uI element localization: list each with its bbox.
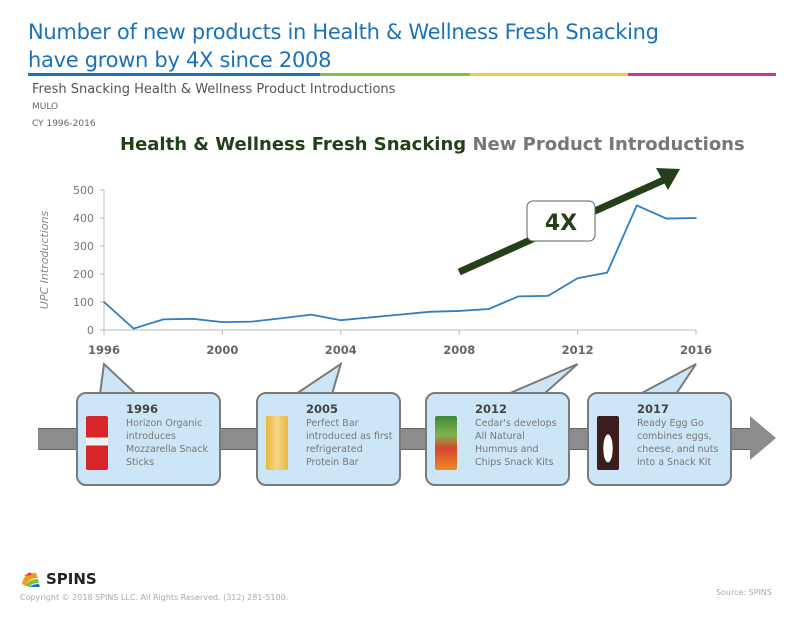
data-point	[547, 295, 549, 297]
card-year: 1996	[126, 402, 159, 416]
data-point	[369, 316, 372, 319]
x-tick-label: 2008	[443, 343, 475, 357]
logo-text: SPINS	[46, 570, 97, 588]
data-point	[695, 217, 697, 219]
callout-pointer	[507, 363, 579, 395]
data-point	[428, 311, 431, 313]
y-tick-label: 300	[73, 240, 94, 253]
card-description: Cedar's develops All Natural Hummus and …	[475, 418, 557, 468]
card-year: 2017	[637, 402, 670, 416]
data-point	[221, 321, 224, 323]
timeline-card: 1996 Horizon Organic introduces Mozzarell…	[76, 392, 221, 486]
growth-badge	[526, 200, 596, 242]
title-rule-blue	[28, 73, 320, 76]
title-rule-yellow	[470, 73, 628, 76]
data-point	[576, 277, 579, 280]
chart-subtitle: Fresh Snacking Health & Wellness Product…	[32, 82, 396, 97]
data-point	[192, 318, 194, 320]
spins-logo: SPINS	[20, 570, 97, 588]
product-image	[435, 416, 457, 470]
product-image	[597, 416, 619, 470]
slide-title: Number of new products in Health & Welln…	[28, 18, 659, 74]
spins-logo-icon	[22, 572, 40, 587]
y-axis-label: UPC Introductions	[38, 211, 51, 310]
data-point	[310, 313, 313, 316]
period-label: CY 1996-2016	[32, 119, 96, 129]
card-description: Ready Egg Go combines eggs, cheese, and …	[637, 418, 719, 468]
chart-title-rest: New Product Introductions	[472, 134, 745, 155]
timeline-card: 2017 Ready Egg Go combines eggs, cheese, …	[587, 392, 732, 486]
callout-pointer	[98, 361, 139, 395]
data-point	[517, 295, 520, 298]
card-description: Perfect Bar introduced as first refriger…	[306, 418, 393, 468]
x-tick-label: 2004	[325, 343, 357, 357]
data-point	[162, 318, 164, 321]
product-image	[266, 416, 288, 470]
callout-pointer	[639, 363, 697, 395]
data-point	[636, 204, 638, 207]
copyright: Copyright © 2018 SPINS LLC. All Rights R…	[20, 593, 289, 602]
x-tick-label: 1996	[88, 343, 120, 357]
y-tick-label: 500	[73, 184, 94, 197]
card-description: Horizon Organic introduces Mozzarella Sn…	[126, 418, 209, 468]
card-year: 2005	[306, 402, 339, 416]
data-point	[488, 308, 490, 310]
x-tick-label: 2012	[562, 343, 594, 357]
growth-arrow-head	[656, 168, 680, 190]
x-tick-label: 2016	[680, 343, 712, 357]
y-tick-label: 400	[73, 212, 94, 225]
data-point	[251, 320, 253, 323]
y-tick-label: 200	[73, 268, 94, 281]
title-rule-magenta	[628, 73, 776, 76]
market-label: MULO	[32, 102, 59, 112]
series-line	[103, 204, 697, 330]
data-point	[103, 301, 105, 303]
timeline-arrow-head	[750, 416, 776, 460]
timeline-card: 2005 Perfect Bar introduced as first refr…	[256, 392, 401, 486]
timeline-card: 2012 Cedar's develops All Natural Hummus …	[425, 392, 570, 486]
callout-pointer	[292, 361, 343, 395]
card-year: 2012	[475, 402, 508, 416]
growth-badge-label: 4X	[545, 211, 577, 236]
title-line-2: have grown by 4X since 2008	[28, 48, 332, 72]
data-point	[606, 271, 608, 274]
data-point	[340, 319, 342, 322]
data-point	[132, 327, 135, 330]
product-image	[86, 416, 108, 470]
title-line-1: Number of new products in Health & Welln…	[28, 20, 659, 44]
data-point	[458, 310, 461, 312]
data-point	[399, 313, 401, 316]
chart-title-emphasis: Health & Wellness Fresh Snacking	[120, 134, 467, 155]
data-point	[665, 217, 668, 220]
data-point	[280, 317, 283, 320]
source-note: Source: SPINS	[715, 588, 772, 597]
y-tick-label: 0	[87, 324, 94, 337]
chart-title: Health & Wellness Fresh Snacking New Pro…	[120, 134, 745, 155]
x-tick-label: 2000	[206, 343, 238, 357]
title-rule-green	[320, 73, 470, 76]
y-tick-label: 100	[73, 296, 94, 309]
